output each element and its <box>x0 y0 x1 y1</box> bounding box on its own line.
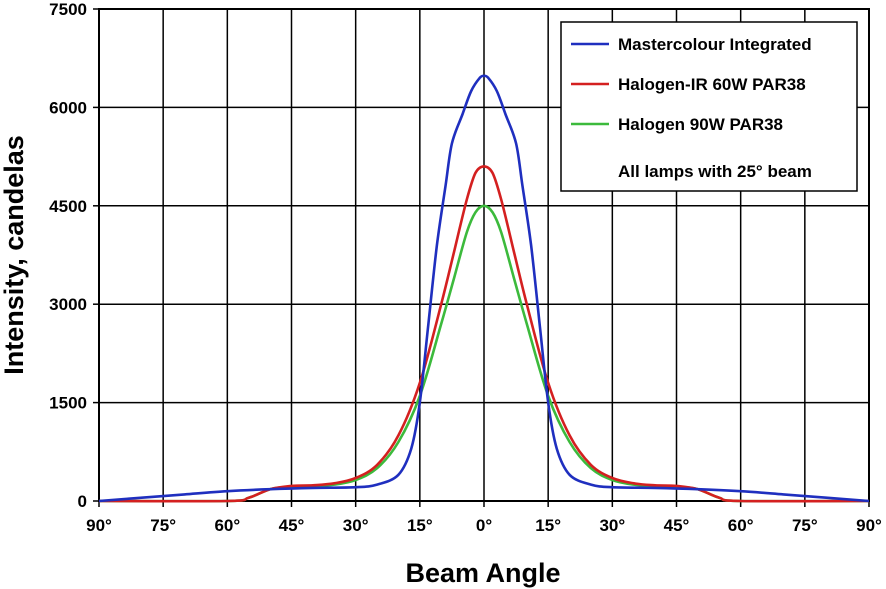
y-tick-label: 0 <box>78 492 87 511</box>
x-tick-label: 45° <box>664 516 690 535</box>
series-line-1 <box>98 74 870 503</box>
x-axis-title: Beam Angle <box>405 558 560 588</box>
x-tick-label: 30° <box>343 516 369 535</box>
y-tick-label: 6000 <box>49 98 87 117</box>
legend-note: All lamps with 25° beam <box>618 162 812 181</box>
y-tick-label: 7500 <box>49 0 87 19</box>
plot-frame <box>98 8 870 502</box>
x-tick-label: 0° <box>476 516 492 535</box>
x-tick-label: 15° <box>535 516 561 535</box>
x-tick-label: 60° <box>728 516 754 535</box>
legend-box <box>560 21 858 192</box>
series-lines <box>98 74 870 503</box>
x-tick-label: 90° <box>86 516 112 535</box>
x-tick-label: 75° <box>150 516 176 535</box>
y-axis-title: Intensity, candelas <box>0 135 29 375</box>
y-tick-label: 4500 <box>49 197 87 216</box>
series-line-2 <box>98 165 870 503</box>
legend-label: Mastercolour Integrated <box>618 35 812 54</box>
x-tick-label: 75° <box>792 516 818 535</box>
legend-items: Mastercolour Integrated Halogen-IR 60W PA… <box>571 35 812 134</box>
legend-label: Halogen 90W PAR38 <box>618 115 783 134</box>
x-tick-labels: 90° 75° 60° 45° 30° 15° 0° 15° 30° 45° 60° 75° 90° <box>86 516 882 535</box>
x-tick-label: 90° <box>856 516 882 535</box>
x-tick-label: 60° <box>214 516 240 535</box>
y-tick-label: 3000 <box>49 295 87 314</box>
legend-label: Halogen-IR 60W PAR38 <box>618 75 806 94</box>
x-tick-label: 15° <box>407 516 433 535</box>
x-tick-label: 45° <box>279 516 305 535</box>
y-tick-label: 1500 <box>49 394 87 413</box>
x-tick-label: 30° <box>599 516 625 535</box>
legend: Mastercolour Integrated Halogen-IR 60W PA… <box>560 21 858 192</box>
y-tick-labels: 0 1500 3000 4500 6000 7500 <box>49 0 87 511</box>
